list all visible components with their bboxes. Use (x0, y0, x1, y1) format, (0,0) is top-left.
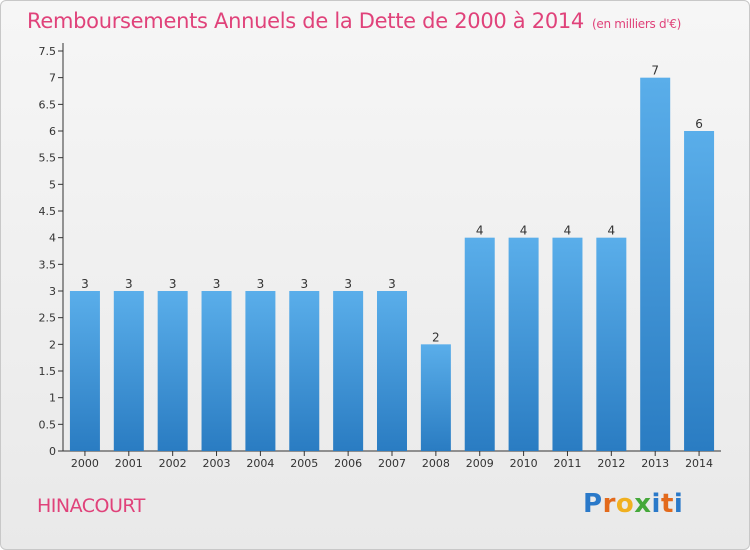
data-label: 3 (300, 277, 308, 291)
y-tick-label: 0.5 (39, 418, 57, 431)
x-tick-label: 2006 (334, 457, 362, 470)
logo-letter: i (673, 489, 684, 519)
x-tick-label: 2000 (71, 457, 99, 470)
data-label: 3 (169, 277, 177, 291)
bar-2002[interactable] (157, 291, 188, 451)
x-tick-label: 2009 (466, 457, 494, 470)
chart-title: Remboursements Annuels de la Dette de 20… (27, 9, 682, 33)
bar-2011[interactable] (552, 237, 583, 451)
data-label: 3 (125, 277, 133, 291)
logo-letter: x (634, 489, 652, 519)
commune-name: HINACOURT (37, 495, 145, 517)
data-label: 4 (564, 224, 572, 238)
y-tick-label: 6.5 (39, 98, 57, 111)
logo-letter: P (583, 489, 603, 519)
bar-2006[interactable] (333, 291, 364, 451)
logo-letter: r (602, 489, 616, 519)
logo-letter: o (615, 489, 635, 519)
x-tick-label: 2011 (553, 457, 581, 470)
x-tick-label: 2013 (641, 457, 669, 470)
x-tick-label: 2010 (510, 457, 538, 470)
data-label: 4 (476, 224, 484, 238)
x-tick-label: 2002 (159, 457, 187, 470)
bar-2008[interactable] (420, 344, 451, 451)
bar-2013[interactable] (640, 77, 671, 452)
bar-2005[interactable] (289, 291, 320, 451)
data-label: 6 (695, 117, 703, 131)
x-tick-label: 2014 (685, 457, 713, 470)
data-label: 7 (651, 64, 659, 78)
x-tick-label: 2008 (422, 457, 450, 470)
bar-2000[interactable] (69, 291, 100, 451)
bar-2004[interactable] (245, 291, 276, 451)
data-label: 3 (257, 277, 265, 291)
x-tick-label: 2003 (203, 457, 231, 470)
bar-2012[interactable] (596, 237, 627, 451)
y-tick-label: 7.5 (39, 45, 57, 58)
y-tick-label: 1.5 (39, 365, 57, 378)
x-tick-label: 2004 (246, 457, 274, 470)
x-tick-label: 2001 (115, 457, 143, 470)
proxiti-logo[interactable]: Proxiti (583, 489, 683, 519)
data-label: 4 (520, 224, 528, 238)
y-tick-label: 6 (49, 125, 56, 138)
bar-2007[interactable] (377, 291, 407, 451)
y-tick-label: 3 (49, 285, 56, 298)
x-tick-label: 2005 (290, 457, 318, 470)
data-label: 2 (432, 330, 440, 344)
y-tick-label: 0 (49, 445, 56, 458)
y-tick-label: 4 (49, 232, 56, 245)
data-label: 3 (213, 277, 221, 291)
data-label: 3 (344, 277, 352, 291)
y-tick-label: 7 (49, 72, 56, 85)
data-label: 3 (81, 277, 89, 291)
y-tick-label: 2.5 (39, 312, 57, 325)
logo-letter: i (651, 489, 661, 519)
bar-2003[interactable] (201, 291, 232, 451)
bar-2001[interactable] (113, 291, 144, 451)
data-label: 4 (608, 224, 616, 238)
bar-2010[interactable] (508, 237, 539, 451)
y-tick-label: 4.5 (39, 205, 57, 218)
bar-2014[interactable] (684, 131, 715, 451)
y-tick-label: 5 (49, 178, 56, 191)
chart-subtitle: (en milliers d'€) (592, 17, 682, 31)
y-tick-label: 1 (49, 392, 56, 405)
logo-letter: t (660, 489, 674, 519)
y-tick-label: 5.5 (39, 152, 57, 165)
x-tick-label: 2007 (378, 457, 406, 470)
y-tick-label: 2 (49, 338, 56, 351)
data-label: 3 (388, 277, 396, 291)
x-tick-label: 2012 (597, 457, 625, 470)
bar-2009[interactable] (464, 237, 495, 451)
y-tick-label: 3.5 (39, 258, 57, 271)
